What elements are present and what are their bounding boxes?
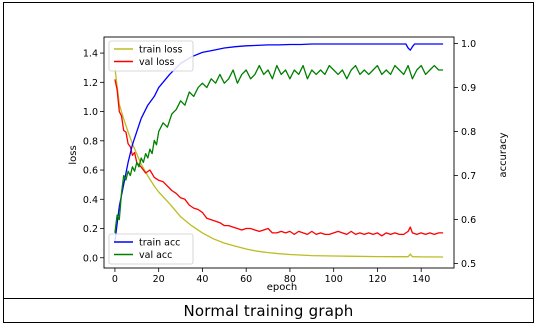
y-right-tick-label: 0.8 bbox=[461, 127, 476, 138]
series-line-train-loss bbox=[114, 67, 444, 258]
x-tick-label: 0 bbox=[112, 274, 118, 285]
series-line-val-acc bbox=[114, 64, 444, 233]
series-line-val-loss bbox=[114, 79, 444, 237]
y-left-tick-label: 0.8 bbox=[83, 136, 98, 147]
y-left-tick-label: 1.0 bbox=[83, 107, 98, 118]
y-right-tick-label: 0.7 bbox=[461, 171, 476, 182]
x-axis-label: epoch bbox=[267, 282, 297, 293]
figure-frame: Normal training graph bbox=[3, 2, 534, 323]
y-left-tick-label: 1.2 bbox=[83, 78, 98, 89]
y-right-tick-label: 0.9 bbox=[461, 83, 476, 94]
legend-label: val acc bbox=[139, 250, 172, 261]
y-left-tick-label: 0.4 bbox=[83, 195, 98, 206]
series-line-train-acc bbox=[114, 43, 444, 242]
x-tick-label: 20 bbox=[153, 274, 165, 285]
x-tick-label: 120 bbox=[368, 274, 386, 285]
y-left-tick-label: 0.2 bbox=[83, 224, 98, 235]
x-tick-label: 140 bbox=[412, 274, 430, 285]
plot-area bbox=[114, 43, 444, 258]
caption-row: Normal training graph bbox=[4, 298, 533, 322]
figure-caption: Normal training graph bbox=[183, 301, 354, 320]
y-left-tick-label: 1.4 bbox=[83, 49, 98, 60]
legend-label: train acc bbox=[139, 238, 180, 249]
x-tick-label: 100 bbox=[325, 274, 343, 285]
y-right-tick-label: 0.6 bbox=[461, 215, 476, 226]
axes: 0 20 40 60 80 100 120 140 0.0 0.2 0.4 0.6 0.8 1.0 1.2 1… bbox=[83, 36, 476, 285]
y-right-tick-label: 1.0 bbox=[461, 39, 476, 50]
x-tick-label: 60 bbox=[240, 274, 252, 285]
y-axis-right-label: accuracy bbox=[498, 132, 509, 177]
x-tick-label: 80 bbox=[284, 274, 296, 285]
y-left-tick-label: 0.0 bbox=[83, 253, 98, 264]
legend-label: train loss bbox=[139, 45, 183, 56]
y-axis-left-label: loss bbox=[68, 145, 79, 164]
x-tick-label: 40 bbox=[196, 274, 208, 285]
axes-frame bbox=[103, 36, 455, 269]
legend-label: val loss bbox=[139, 57, 175, 68]
y-right-tick-label: 0.5 bbox=[461, 259, 476, 270]
y-left-tick-label: 0.6 bbox=[83, 166, 98, 177]
